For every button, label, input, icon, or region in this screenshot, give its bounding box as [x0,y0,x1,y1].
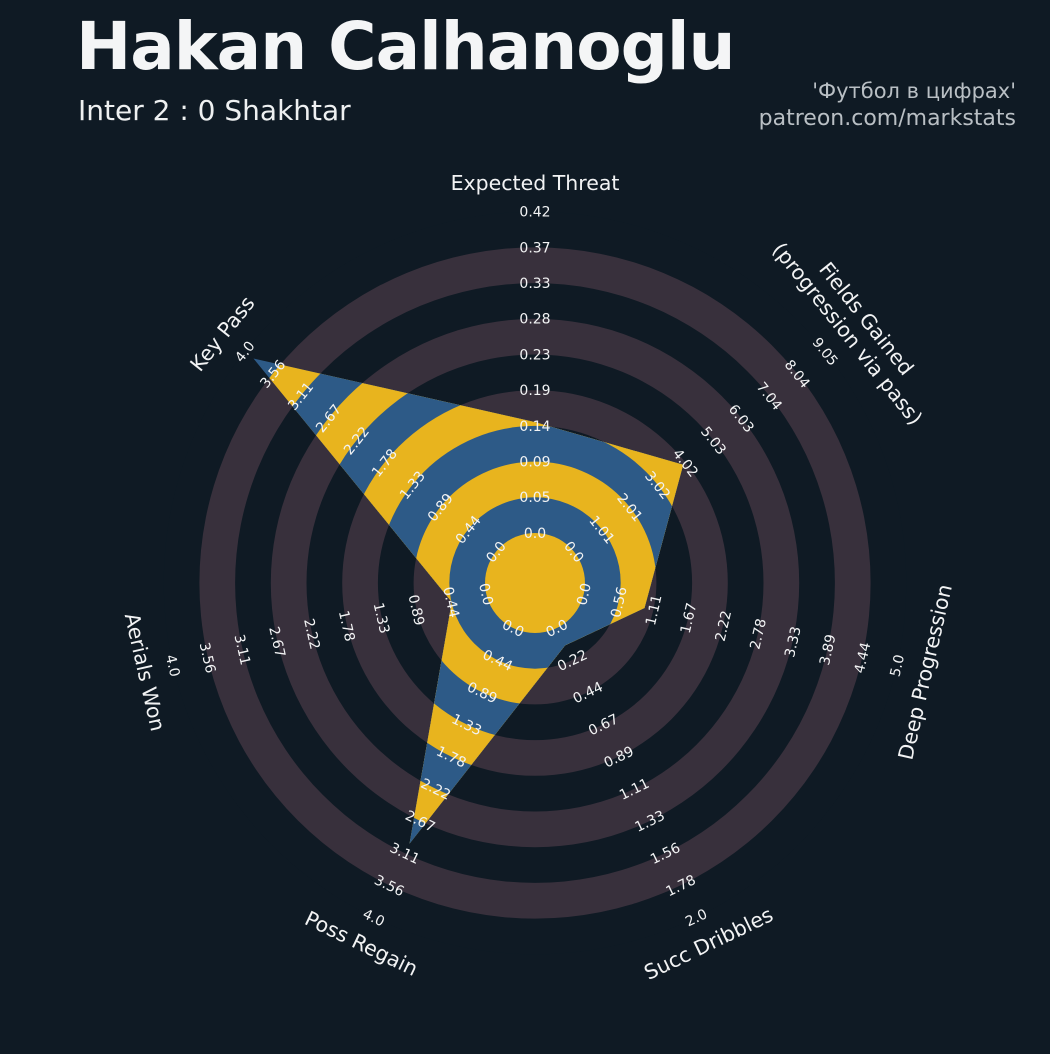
axis-title-line1: Expected Threat [451,171,620,195]
tick-label: 0.28 [519,312,550,328]
tick-label: 0.09 [519,455,550,471]
tick-label: 1.67 [678,601,701,635]
credit-patreon-url: patreon.com/markstats [758,106,1016,132]
tick-label: 0.42 [519,205,550,221]
tick-label: 0.56 [608,585,631,619]
tick-label: 2.22 [713,609,736,643]
tick-label: 1.78 [335,609,358,643]
page-title: Hakan Calhanoglu [76,8,735,85]
tick-label: 4.44 [852,641,875,675]
tick-label: 5.0 [888,653,909,678]
credit-block: 'Футбол в цифрах' patreon.com/markstats [759,78,1016,134]
tick-label: 2.22 [300,617,323,651]
axis-title: Aerials Won [120,611,170,734]
tick-label: 3.33 [782,625,805,659]
tick-label: 2.78 [747,617,770,651]
tick-label: 0.0 [574,582,595,607]
tick-label: 3.11 [230,633,253,667]
tick-label: 0.23 [519,347,550,363]
credit-brand: 'Футбол в цифрах' [812,79,1016,103]
radar-center-circle [485,533,585,633]
tick-label: 0.19 [519,383,550,399]
tick-label: 0.33 [519,276,550,292]
tick-label: 0.0 [475,582,496,607]
tick-label: 3.56 [196,641,219,675]
tick-label: 2.67 [265,625,288,659]
match-subtitle: Inter 2 : 0 Shakhtar [78,94,351,127]
axis-title: Expected Threat [451,171,620,195]
tick-label: 1.33 [370,601,393,635]
axis-title-line1: Aerials Won [120,611,170,734]
tick-label: 0.05 [519,490,550,506]
tick-label: 0.14 [519,419,550,435]
tick-label: 0.89 [404,593,427,627]
tick-label: 4.0 [162,653,183,678]
tick-label: 1.11 [643,593,666,627]
tick-label: 0.37 [519,240,550,256]
tick-label: 0.0 [524,526,546,542]
tick-label: 0.44 [439,585,462,619]
tick-label: 3.89 [817,633,840,667]
